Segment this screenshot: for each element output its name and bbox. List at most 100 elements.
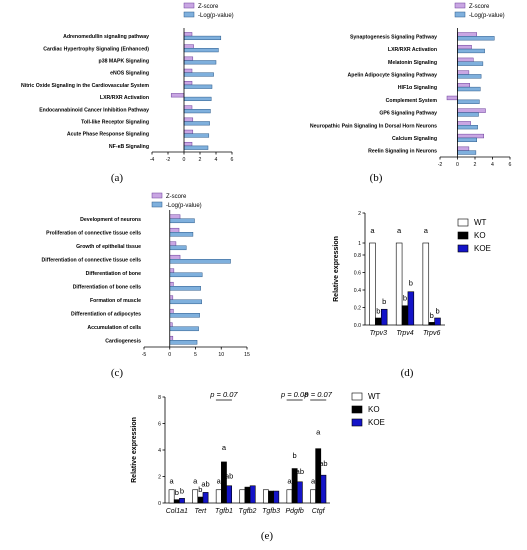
bar-ko-ctgf bbox=[315, 448, 322, 504]
category-label-development-of-neurons: Development of neurons bbox=[80, 217, 141, 223]
y-tick-label: 0.2 bbox=[354, 306, 361, 312]
bar-logp-neuropathic-pain-signaling-in-dorsal-horn-neurons bbox=[457, 125, 478, 130]
category-label-enos-signaling: eNOS Signaling bbox=[110, 71, 149, 77]
bar-zscore-lxr-rxr-activation bbox=[457, 44, 472, 50]
legend-swatch-ko bbox=[457, 231, 469, 240]
legend-swatch-ko bbox=[351, 405, 363, 414]
bar-zscore-calcium-signaling bbox=[457, 133, 484, 139]
x-tick-label: 4 bbox=[491, 162, 494, 168]
x-tick-label: 5 bbox=[194, 352, 197, 358]
bar-zscore-growth-of-epithelial-tissue bbox=[169, 241, 177, 247]
bar-zscore-differentiation-of-connective-tissue-cells bbox=[169, 254, 181, 260]
category-label-complement-system: Complement System bbox=[386, 98, 438, 104]
legend-swatch-z-score bbox=[151, 192, 163, 199]
bar-zscore-development-of-neurons bbox=[169, 214, 181, 220]
legend-label-koe: KOE bbox=[368, 418, 385, 427]
x-tick-label: 6 bbox=[509, 162, 512, 168]
x-tick-label: 10 bbox=[218, 352, 224, 358]
y-tick-label: 0.8 bbox=[354, 253, 361, 259]
p-value-label: p = 0.08 bbox=[280, 390, 309, 399]
bar-ko-trpv4 bbox=[401, 305, 409, 326]
legend-swatch-wt bbox=[457, 218, 469, 227]
category-label-growth-of-epithelial-tissue: Growth of epithelial tissue bbox=[76, 244, 141, 250]
significance-letter: ab bbox=[296, 467, 304, 476]
legend-swatch-log-p-value bbox=[183, 11, 195, 18]
panel-label-e: (e) bbox=[260, 530, 274, 542]
bar-zscore-p38-mapk-signaling bbox=[183, 56, 194, 61]
bar-wt-tgfb3 bbox=[262, 489, 269, 504]
chart-b: Z-score -Log(p-value) Synaptogenesis Signa… bbox=[310, 2, 512, 168]
bar-logp-acute-phase-response-signaling bbox=[183, 133, 210, 138]
bar-logp-melatonin-signaling bbox=[457, 61, 484, 66]
bar-zscore-endocannabinoid-cancer-inhibition-pathway bbox=[183, 105, 193, 110]
bar-zscore-melatonin-signaling bbox=[457, 57, 474, 62]
bar-logp-cardiogenesis bbox=[169, 340, 198, 345]
bar-koe-col1a1 bbox=[179, 498, 185, 504]
significance-letter: ab bbox=[319, 459, 327, 468]
category-label-tgfb3: Tgfb3 bbox=[262, 508, 280, 515]
bar-logp-nf-b-signaling bbox=[183, 145, 209, 150]
bar-logp-cardiac-hypertrophy-signaling-enhanced bbox=[183, 48, 219, 53]
y-tick-label: 2 bbox=[158, 475, 161, 481]
significance-letter: b bbox=[180, 486, 184, 495]
bar-wt-trpv4 bbox=[395, 242, 403, 326]
category-label-lxr-rxr-activation: LXR/RXR Activation bbox=[100, 95, 149, 101]
x-tick-label: -2 bbox=[438, 162, 443, 168]
legend-label-log-p-value: -Log(p-value) bbox=[166, 203, 202, 209]
category-label-tgfb2: Tgfb2 bbox=[239, 508, 257, 515]
bar-wt-tert bbox=[192, 489, 199, 504]
x-tick-label: 0 bbox=[183, 157, 186, 163]
bar-zscore-synaptogenesis-signaling-pathway bbox=[457, 32, 477, 37]
category-label-gp6-signaling-pathway: GP6 Signaling Pathway bbox=[379, 111, 437, 117]
bar-logp-endocannabinoid-cancer-inhibition-pathway bbox=[183, 109, 211, 114]
bar-zscore-cardiac-hypertrophy-signaling-enhanced bbox=[183, 44, 194, 49]
significance-letter: b bbox=[430, 311, 434, 320]
bar-logp-adrenomedullin-signaling-pathway bbox=[183, 35, 222, 41]
bar-wt-pdgfb bbox=[286, 489, 293, 504]
category-label-differentiation-of-bone: Differentiation of bone bbox=[86, 271, 141, 277]
bar-logp-differentiation-of-bone-cells bbox=[169, 286, 201, 291]
bar-zscore-nitric-oxide-signaling-in-the-cardiovascular-system bbox=[183, 80, 193, 86]
chart-panel-c: Z-score -Log(p-value) Development of neuro… bbox=[2, 190, 260, 360]
x-tick-label: 2 bbox=[474, 162, 477, 168]
bar-koe-tgfb3 bbox=[273, 490, 280, 504]
x-tick-label: -4 bbox=[150, 157, 155, 163]
bar-zscore-acute-phase-response-signaling bbox=[183, 129, 194, 134]
bar-koe-trpv6 bbox=[434, 317, 441, 326]
legend-swatch-wt bbox=[351, 392, 363, 401]
bar-ko-tert bbox=[197, 496, 204, 504]
bar-logp-reelin-signaling-in-neurons bbox=[457, 150, 477, 155]
legend-label-z-score: Z-score bbox=[166, 194, 187, 200]
bar-zscore-proliferation-of-connective-tissue-cells bbox=[169, 227, 180, 233]
bar-zscore-formation-of-muscle bbox=[169, 295, 174, 300]
y-axis-title: Relative expression bbox=[333, 236, 340, 302]
category-label-trpv4: Trpv4 bbox=[396, 330, 413, 337]
bar-logp-p38-mapk-signaling bbox=[183, 60, 217, 65]
category-label-adrenomedullin-signaling-pathway: Adrenomedullin signaling pathway bbox=[63, 34, 149, 40]
significance-letter: b bbox=[376, 307, 380, 316]
significance-letter: b bbox=[435, 307, 439, 316]
legend-swatch-koe bbox=[351, 418, 363, 427]
category-label-reelin-signaling-in-neurons: Reelin Signaling in Neurons bbox=[368, 149, 437, 155]
legend-label-log-p-value: -Log(p-value) bbox=[469, 13, 505, 19]
bar-koe-tert bbox=[202, 492, 209, 504]
bar-koe-trpv3 bbox=[380, 308, 388, 326]
significance-letter: a bbox=[217, 476, 222, 485]
y-tick-label: 0.4 bbox=[354, 288, 361, 294]
x-tick-label: 0 bbox=[168, 352, 171, 358]
legend-label-wt: WT bbox=[474, 218, 487, 227]
bar-logp-gp6-signaling-pathway bbox=[457, 112, 479, 117]
y-axis-title: Relative expression bbox=[131, 417, 138, 483]
bar-zscore-complement-system bbox=[446, 95, 458, 101]
p-value-label: p = 0.07 bbox=[304, 390, 333, 399]
bar-logp-differentiation-of-adipocytes bbox=[169, 313, 200, 318]
category-label-col1a1: Col1a1 bbox=[166, 508, 188, 515]
bar-wt-tgfb2 bbox=[239, 489, 246, 504]
bar-zscore-enos-signaling bbox=[183, 68, 193, 73]
category-label-tgfb1: Tgfb1 bbox=[215, 508, 233, 515]
bar-ko-tgfb2 bbox=[244, 486, 251, 504]
p-value-label: p = 0.07 bbox=[209, 390, 238, 399]
chart-panel-a: Z-score -Log(p-value) Adrenomedullin signa… bbox=[2, 0, 260, 165]
x-tick-label: 4 bbox=[215, 157, 218, 163]
